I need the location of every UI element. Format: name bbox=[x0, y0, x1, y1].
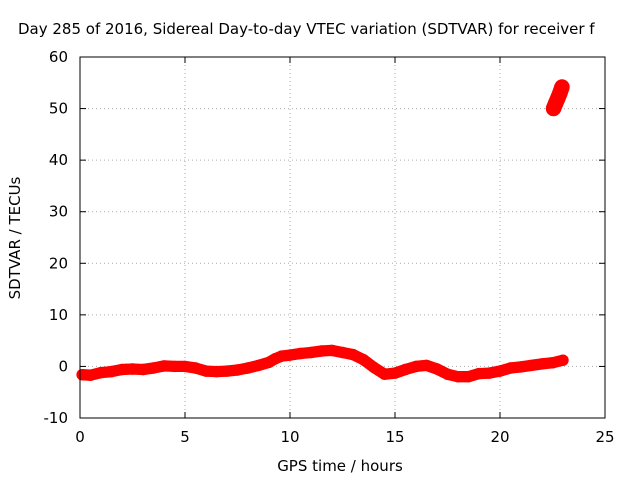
axis-ticks: 0 5 10 15 20 25 -10 0 10 20 30 40 50 60 bbox=[44, 48, 615, 446]
data-point bbox=[168, 360, 181, 373]
data-point bbox=[284, 349, 296, 361]
data-point bbox=[368, 361, 380, 374]
data-point bbox=[410, 360, 422, 373]
data-point bbox=[116, 363, 128, 376]
data-point bbox=[431, 363, 443, 375]
data-point bbox=[557, 354, 569, 366]
data-point bbox=[189, 362, 202, 374]
x-tick-label: 0 bbox=[75, 428, 85, 446]
y-tick-label: 60 bbox=[49, 48, 68, 66]
data-point bbox=[137, 363, 149, 376]
data-point bbox=[420, 359, 433, 372]
data-point bbox=[554, 79, 570, 95]
y-tick-label: 0 bbox=[58, 357, 68, 375]
data-point bbox=[105, 365, 118, 378]
data-point bbox=[462, 371, 475, 383]
data-point bbox=[200, 365, 212, 377]
data-point bbox=[294, 347, 307, 360]
data-point bbox=[252, 359, 265, 372]
data-point bbox=[76, 369, 88, 381]
data-point bbox=[494, 365, 506, 377]
data-point bbox=[515, 361, 527, 373]
data-point bbox=[231, 364, 244, 376]
data-point bbox=[84, 369, 97, 381]
data-point bbox=[126, 363, 139, 375]
data-point bbox=[452, 371, 464, 383]
data-point bbox=[305, 346, 317, 359]
data-point bbox=[242, 362, 254, 374]
data-point bbox=[336, 346, 349, 359]
x-tick-label: 5 bbox=[180, 428, 190, 446]
y-tick-label: 40 bbox=[49, 151, 68, 169]
series-layer bbox=[76, 79, 570, 383]
data-series-2 bbox=[545, 79, 570, 117]
data-point bbox=[483, 367, 496, 379]
data-point bbox=[158, 360, 170, 372]
y-axis-label: SDTVAR / TECUs bbox=[6, 176, 24, 299]
plot-frame bbox=[79, 56, 606, 419]
data-point bbox=[347, 348, 359, 361]
data-point bbox=[378, 368, 391, 380]
data-point bbox=[536, 358, 548, 370]
data-point bbox=[275, 350, 288, 362]
data-point bbox=[399, 363, 412, 376]
data-point bbox=[315, 345, 328, 357]
y-tick-label: 10 bbox=[49, 306, 68, 324]
data-point bbox=[95, 366, 107, 379]
data-point bbox=[473, 367, 485, 380]
data-point bbox=[441, 368, 454, 380]
data-point bbox=[210, 365, 223, 378]
data-point bbox=[147, 362, 160, 374]
data-point bbox=[525, 359, 538, 372]
chart-title: Day 285 of 2016, Sidereal Day-to-day VTE… bbox=[18, 20, 595, 38]
x-tick-label: 10 bbox=[280, 428, 299, 446]
data-point bbox=[546, 357, 559, 369]
y-tick-label: 50 bbox=[49, 100, 68, 118]
x-tick-label: 25 bbox=[595, 428, 614, 446]
y-tick-label: -10 bbox=[44, 409, 69, 427]
data-point bbox=[221, 365, 233, 377]
data-point bbox=[179, 360, 191, 373]
x-tick-label: 15 bbox=[385, 428, 404, 446]
data-point bbox=[504, 362, 517, 374]
data-point bbox=[357, 354, 370, 366]
y-tick-label: 20 bbox=[49, 254, 68, 272]
data-point bbox=[326, 344, 338, 357]
x-axis-label: GPS time / hours bbox=[277, 457, 403, 475]
data-point bbox=[389, 367, 401, 379]
data-series-1 bbox=[76, 344, 569, 383]
y-tick-label: 30 bbox=[49, 203, 68, 221]
x-tick-label: 20 bbox=[490, 428, 509, 446]
